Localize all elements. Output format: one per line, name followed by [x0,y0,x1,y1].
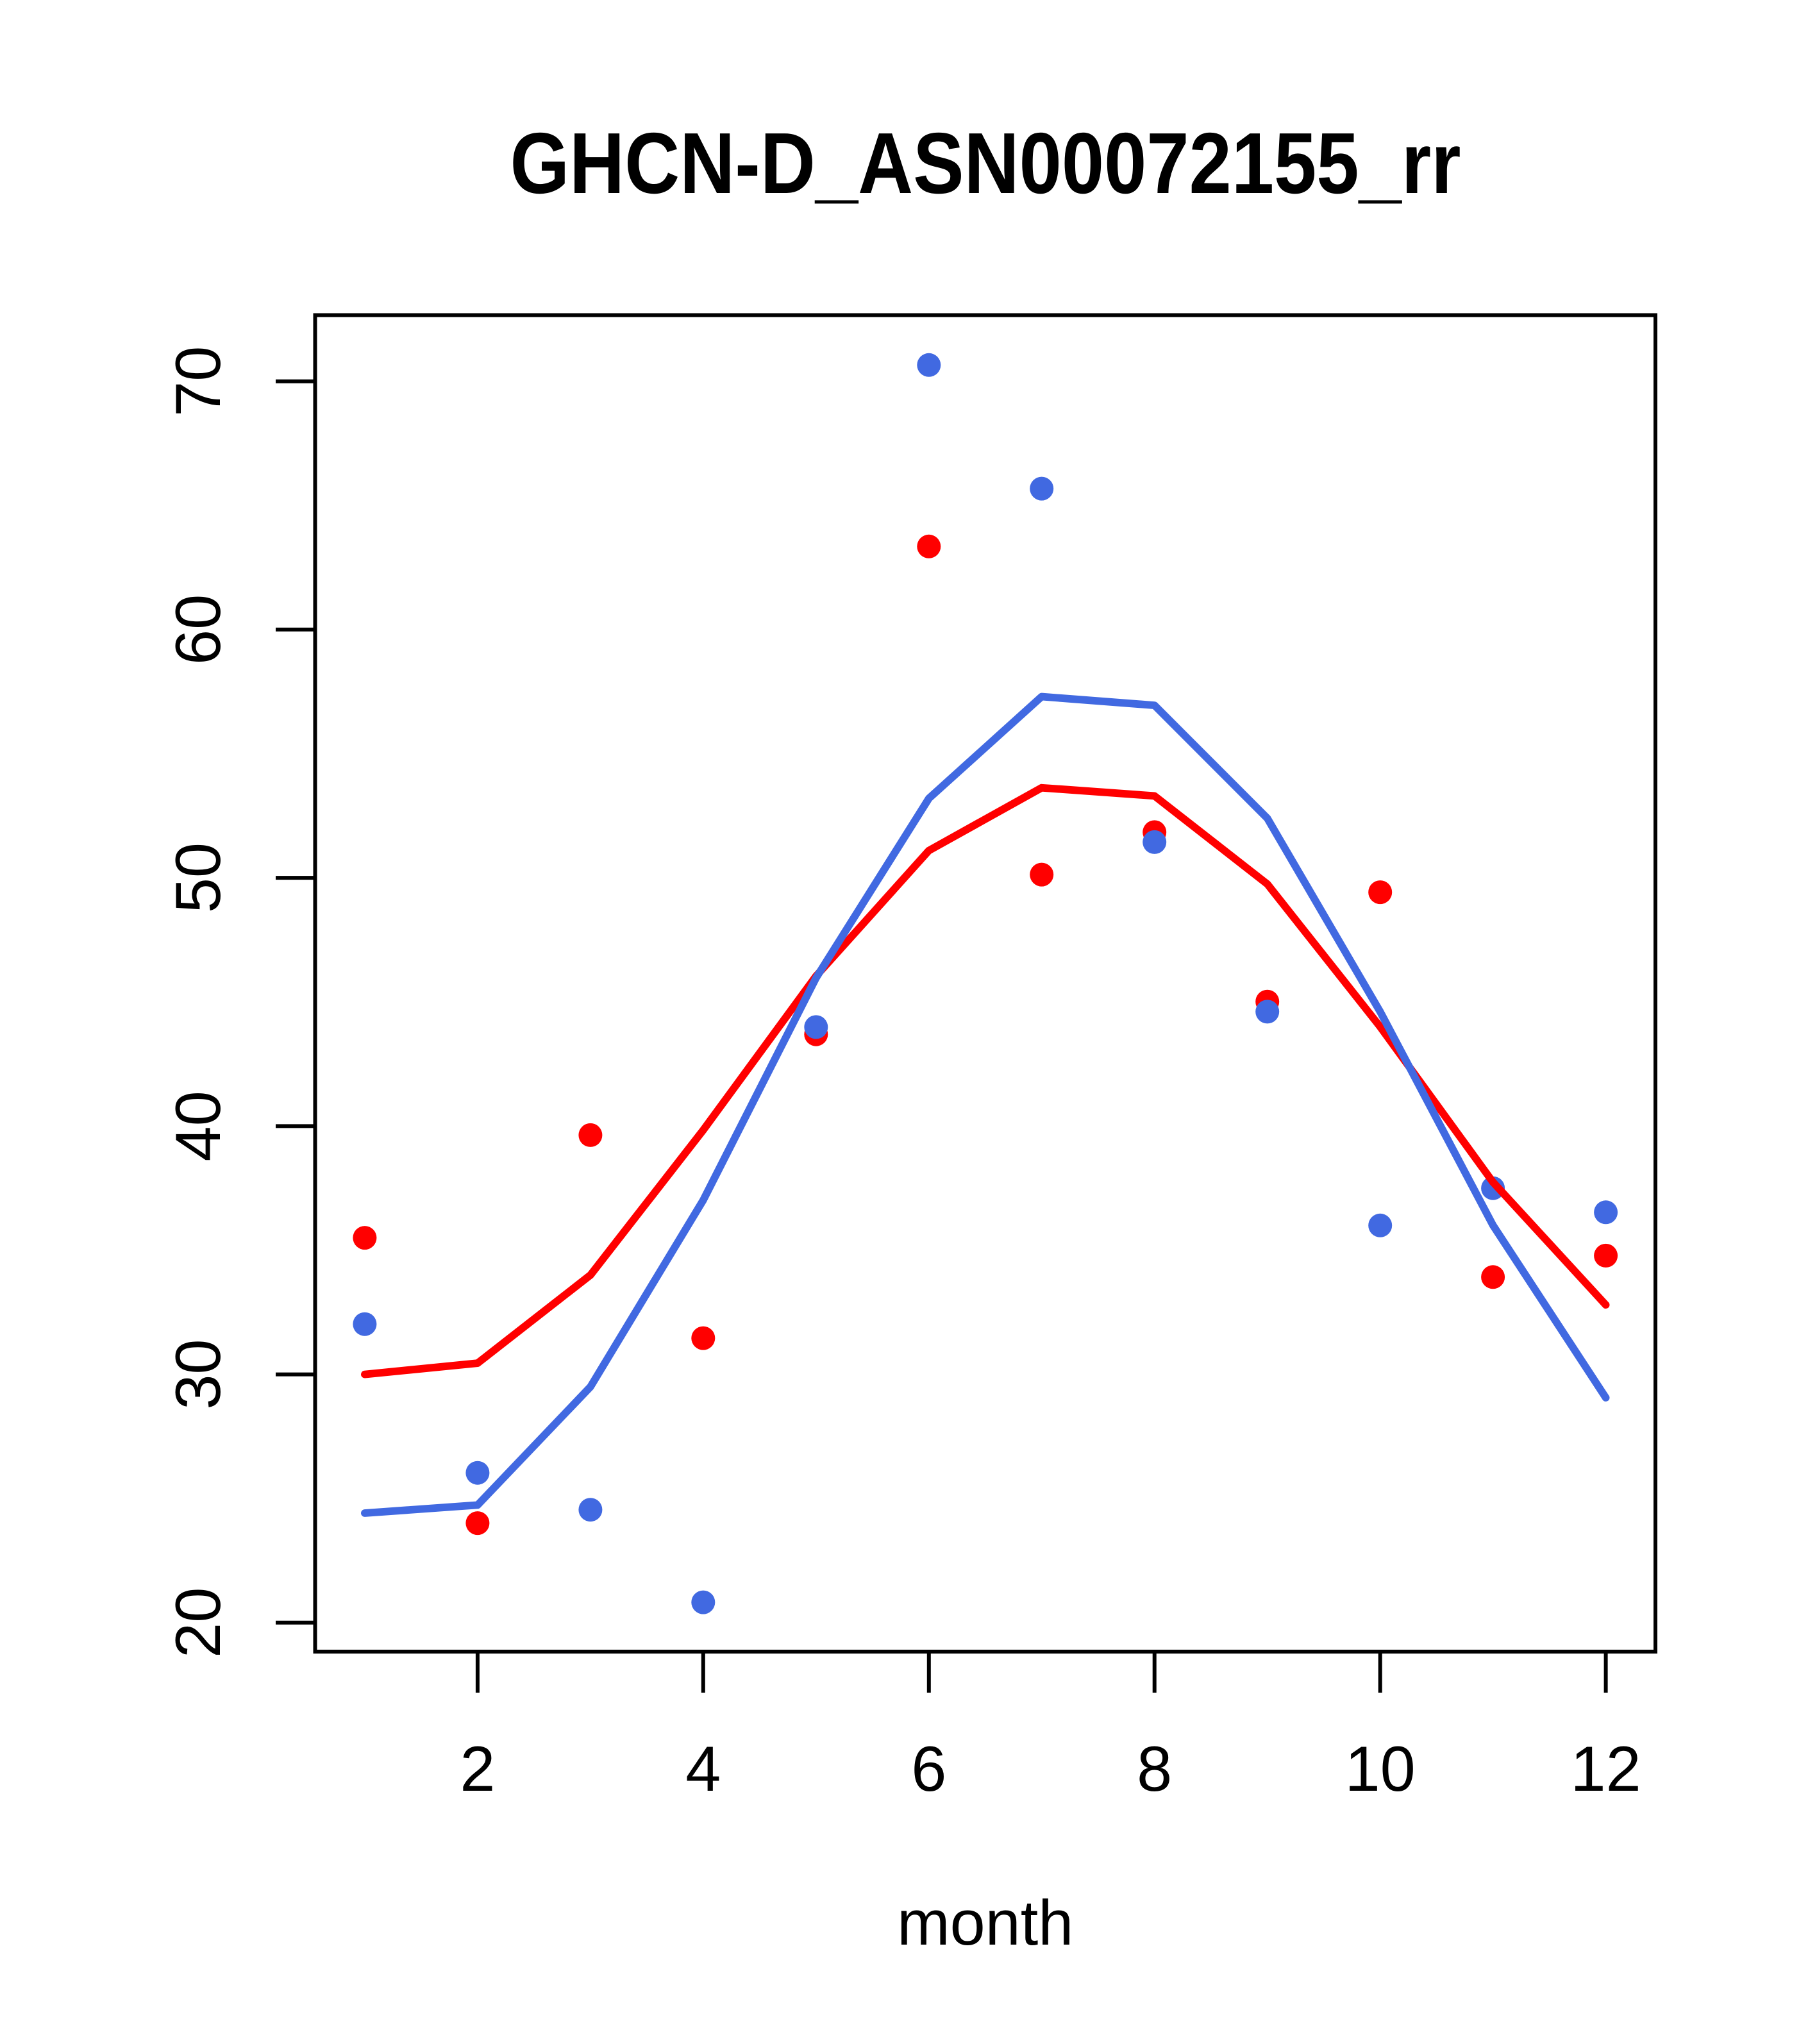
svg-text:50: 50 [162,842,233,913]
svg-text:8: 8 [1137,1733,1172,1804]
svg-text:2: 2 [460,1733,495,1804]
svg-text:70: 70 [162,346,233,417]
svg-text:20: 20 [162,1587,233,1658]
svg-text:10: 10 [1345,1733,1416,1804]
svg-text:60: 60 [162,594,233,665]
svg-text:12: 12 [1571,1733,1641,1804]
svg-text:GHCN-D_ASN00072155_rr: GHCN-D_ASN00072155_rr [510,115,1461,212]
svg-text:4: 4 [685,1733,721,1804]
svg-text:6: 6 [911,1733,946,1804]
svg-text:40: 40 [162,1091,233,1161]
svg-text:30: 30 [162,1339,233,1410]
svg-text:month: month [897,1887,1073,1958]
